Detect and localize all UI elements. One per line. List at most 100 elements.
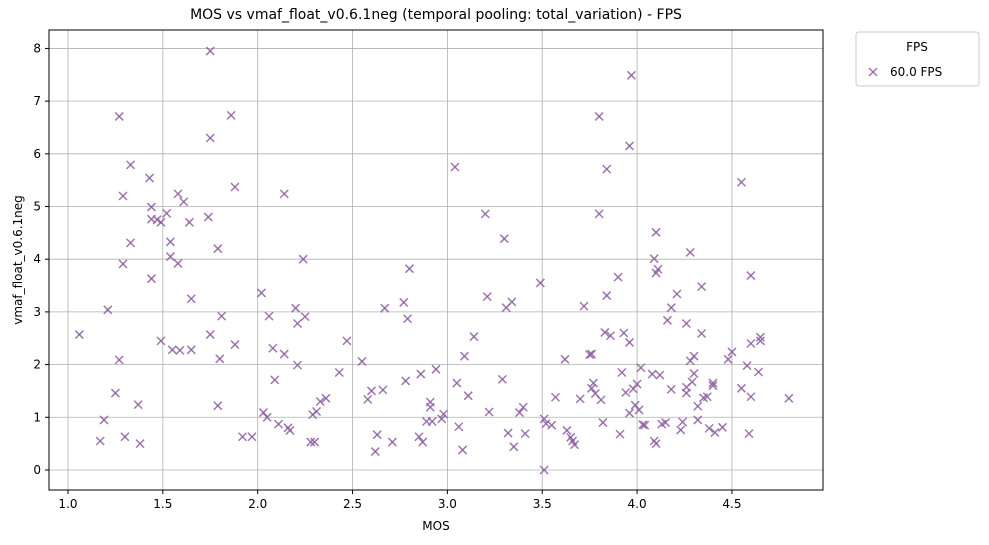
grid-lines [49, 30, 823, 490]
data-point [520, 429, 530, 439]
data-point [437, 414, 447, 424]
data-point [162, 208, 172, 218]
data-point [499, 234, 509, 244]
data-point [126, 160, 136, 170]
data-point [418, 437, 428, 447]
data-point [217, 311, 227, 321]
data-point [186, 345, 196, 355]
data-point [681, 318, 691, 329]
data-point [697, 282, 707, 292]
data-point [562, 425, 572, 435]
data-point [226, 110, 236, 120]
data-point [237, 432, 248, 442]
data-point [518, 402, 528, 412]
data-point [602, 291, 612, 301]
data-point [784, 393, 794, 403]
legend-box [855, 31, 980, 87]
data-point [594, 111, 604, 121]
data-point [366, 386, 377, 396]
data-point [482, 292, 492, 302]
data-point [687, 377, 697, 387]
y-tick-label: 5 [33, 200, 41, 214]
data-point [311, 406, 322, 417]
data-point [146, 202, 156, 212]
data-point [666, 303, 676, 313]
data-point [205, 46, 215, 56]
data-point [146, 274, 156, 284]
data-point [262, 412, 272, 422]
legend-title: FPS [906, 40, 928, 54]
chart-title: MOS vs vmaf_float_v0.6.1neg (temporal po… [190, 7, 682, 23]
y-tick-label: 6 [33, 147, 41, 161]
data-point [95, 436, 105, 446]
data-point [458, 445, 468, 455]
data-point [746, 392, 756, 402]
y-axis-label: vmaf_float_v0.6.1neg [11, 195, 25, 325]
data-point [624, 408, 635, 418]
data-point [710, 428, 720, 438]
data-point [702, 392, 712, 402]
data-point [753, 367, 764, 377]
data-point [414, 432, 424, 442]
data-point [274, 419, 284, 429]
data-point [184, 217, 194, 227]
data-point [602, 164, 612, 174]
data-point [370, 447, 380, 457]
x-tick-label: 3.0 [438, 497, 457, 511]
data-point [114, 111, 124, 121]
legend: FPS 60.0 FPS [855, 31, 980, 87]
data-point [514, 408, 525, 418]
data-point [588, 378, 598, 388]
data-point [651, 439, 661, 449]
y-tick-label: 1 [33, 410, 41, 424]
x-tick-label: 2.5 [343, 497, 362, 511]
data-point [165, 237, 175, 247]
data-point [310, 437, 320, 447]
data-point [99, 415, 109, 425]
data-point [685, 247, 695, 257]
data-point [334, 367, 344, 378]
data-point [270, 375, 280, 385]
data-point [550, 392, 561, 402]
data-point [152, 215, 162, 225]
data-point [717, 422, 727, 432]
data-point [594, 209, 604, 219]
data-point [230, 340, 240, 350]
data-point [742, 361, 752, 371]
data-point [507, 297, 517, 307]
data-point [539, 414, 549, 424]
data-point [575, 394, 585, 404]
data-point [431, 364, 441, 374]
data-point [693, 415, 703, 425]
data-point [264, 311, 274, 321]
data-point [697, 328, 707, 339]
x-tick-label: 1.0 [58, 497, 77, 511]
data-point [215, 354, 225, 364]
data-point [416, 369, 426, 379]
data-point [145, 173, 155, 183]
data-point [678, 417, 688, 427]
data-point [585, 350, 595, 360]
data-point [133, 400, 143, 410]
data-point [298, 254, 308, 264]
data-point [205, 133, 215, 143]
data-point [651, 227, 661, 237]
data-point [403, 314, 413, 324]
data-point [213, 401, 223, 411]
data-point [120, 432, 130, 442]
y-tick-label: 8 [33, 41, 41, 55]
data-point [156, 217, 166, 227]
data-point [321, 393, 331, 403]
data-point [363, 394, 373, 404]
data-point [746, 271, 756, 281]
data-point [624, 337, 635, 347]
data-point [619, 328, 629, 338]
data-point [672, 289, 682, 299]
data-point [357, 356, 367, 366]
data-point [509, 442, 519, 452]
data-point [256, 288, 267, 298]
data-point [450, 162, 460, 172]
legend-entry: 60.0 FPS [890, 65, 942, 79]
